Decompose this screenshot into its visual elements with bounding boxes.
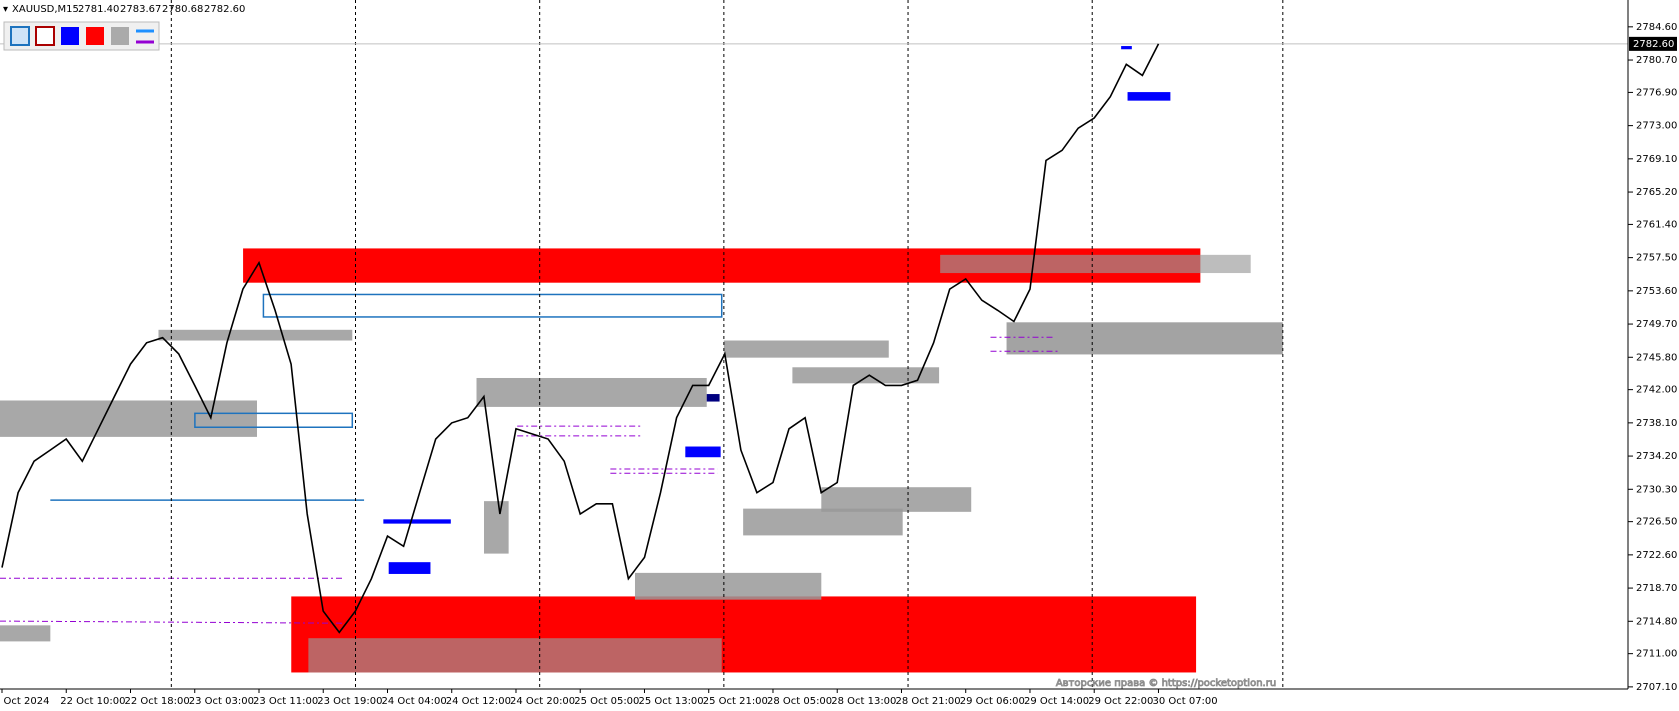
tool-fill-gray[interactable] [111, 27, 129, 45]
quote-high: 2783.67 [120, 4, 161, 15]
y-tick-label: 2742.00 [1636, 385, 1677, 396]
y-tick-label: 2738.10 [1636, 418, 1677, 429]
y-tick-label: 2757.50 [1636, 253, 1677, 264]
y-tick-label: 2718.70 [1636, 583, 1677, 594]
y-tick-label: 2745.80 [1636, 352, 1677, 363]
y-tick-label: 2711.00 [1636, 649, 1677, 660]
x-tick-label: 2 Oct 2024 [0, 696, 49, 707]
zone [0, 400, 257, 437]
last-price-label: 2782.60 [1633, 39, 1674, 50]
zone-outline [194, 412, 354, 428]
quote-low: 2780.68 [162, 4, 203, 15]
y-tick-label: 2714.80 [1636, 616, 1677, 627]
zone [743, 508, 903, 536]
zone [634, 572, 822, 600]
zone [706, 394, 720, 402]
x-tick-label: 23 Oct 19:00 [317, 696, 382, 707]
zone [1121, 46, 1132, 50]
tool-rect-red[interactable] [35, 26, 55, 46]
y-tick-label: 2753.60 [1636, 286, 1677, 297]
level-dashdot [0, 620, 343, 624]
x-tick-label: 29 Oct 14:00 [1024, 696, 1089, 707]
plot [0, 0, 1628, 689]
zone [792, 367, 940, 384]
y-tick-label: 2769.10 [1636, 154, 1677, 165]
x-tick-label: 28 Oct 13:00 [831, 696, 896, 707]
y-tick-label: 2722.60 [1636, 550, 1677, 561]
y-tick-label: 2773.00 [1636, 121, 1677, 132]
y-tick-label: 2765.20 [1636, 187, 1677, 198]
y-tick-label: 2780.70 [1636, 55, 1677, 66]
x-tick-label: 29 Oct 06:00 [960, 696, 1025, 707]
last-price-tag [1629, 36, 1677, 51]
tool-fill-blue[interactable] [61, 27, 79, 45]
zone [484, 501, 509, 554]
caret: ▾ [3, 4, 8, 15]
zone [0, 625, 51, 642]
x-tick-label: 22 Oct 10:00 [60, 696, 125, 707]
zone [723, 340, 889, 358]
x-tick-label: 25 Oct 13:00 [638, 696, 703, 707]
y-tick-label: 2707.10 [1636, 682, 1677, 693]
symbol: XAUUSD,M15 [12, 4, 79, 15]
x-tick-label: 23 Oct 03:00 [189, 696, 254, 707]
quote-open: 2781.40 [78, 4, 119, 15]
x-tick-label: 24 Oct 20:00 [510, 696, 575, 707]
x-tick-label: 28 Oct 21:00 [895, 696, 960, 707]
zone [158, 329, 353, 341]
x-tick-label: 23 Oct 11:00 [253, 696, 318, 707]
zone [1006, 322, 1283, 355]
y-tick-label: 2776.90 [1636, 87, 1677, 98]
zone [940, 254, 1251, 274]
x-tick-label: 30 Oct 07:00 [1152, 696, 1217, 707]
y-tick-label: 2761.40 [1636, 219, 1677, 230]
y-tick-label: 2730.30 [1636, 484, 1677, 495]
y-tick-label: 2726.50 [1636, 517, 1677, 528]
x-tick-label: 24 Oct 04:00 [381, 696, 446, 707]
zone [476, 377, 707, 407]
x-tick-label: 22 Oct 18:00 [124, 696, 189, 707]
x-tick-label: 24 Oct 12:00 [446, 696, 511, 707]
tool-fill-red[interactable] [86, 27, 104, 45]
zone [685, 446, 721, 458]
x-tick-label: 28 Oct 05:00 [767, 696, 832, 707]
zone [388, 562, 431, 574]
x-tick-label: 25 Oct 05:00 [574, 696, 639, 707]
y-tick-label: 2734.20 [1636, 451, 1677, 462]
watermark: Авторские права © https://pocketoption.r… [1056, 678, 1276, 689]
price-line [1, 43, 1160, 634]
zone [308, 638, 722, 673]
x-tick-label: 29 Oct 22:00 [1088, 696, 1153, 707]
y-tick-label: 2749.70 [1636, 319, 1677, 330]
tool-rect-blue[interactable] [10, 26, 30, 46]
quote-close: 2782.60 [204, 4, 245, 15]
toolbar [3, 21, 160, 51]
zone [383, 519, 451, 524]
zone [1127, 92, 1171, 101]
y-tick-label: 2784.60 [1636, 22, 1677, 33]
zone-outline [262, 293, 723, 318]
x-tick-label: 25 Oct 21:00 [703, 696, 768, 707]
zone [821, 487, 972, 512]
